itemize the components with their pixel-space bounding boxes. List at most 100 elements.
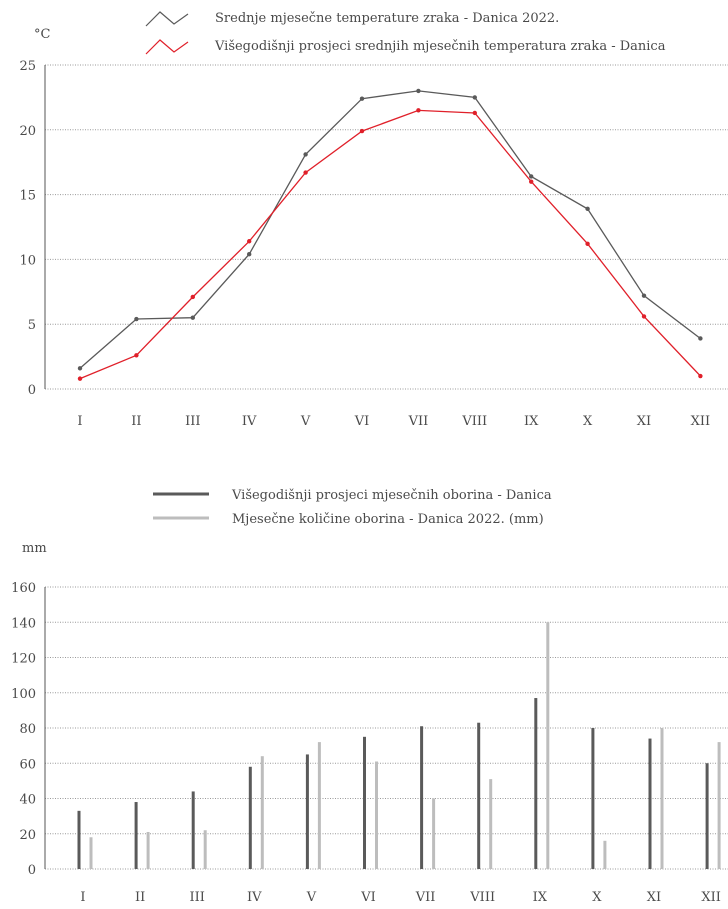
y-tick-label: 0 — [28, 383, 36, 398]
precipitation-unit-label: mm — [22, 541, 47, 556]
data-point — [247, 239, 252, 244]
x-tick-label: X — [592, 890, 602, 905]
temperature-chart: Srednje mjesečne temperature zraka - Dan… — [19, 11, 728, 429]
legend-item-dark-label: Višegodišnji prosjeci mjesečnih oborina … — [231, 488, 552, 503]
bar — [260, 756, 264, 869]
legend-gray-line-symbol — [145, 11, 189, 27]
y-tick-label: 15 — [19, 189, 36, 204]
data-point — [698, 373, 703, 379]
y-tick-label: 10 — [19, 253, 36, 268]
bar — [477, 722, 481, 869]
y-tick-label: 100 — [11, 687, 36, 702]
legend-item-gray-label: Srednje mjesečne temperature zraka - Dan… — [215, 11, 559, 26]
data-point — [359, 128, 365, 134]
y-tick-label: 140 — [11, 616, 36, 631]
temperature-unit-label: °C — [34, 27, 51, 42]
bar — [203, 830, 207, 869]
data-point — [641, 293, 647, 298]
x-tick-label: II — [135, 890, 145, 905]
data-point — [77, 376, 83, 381]
series-line-2 — [79, 109, 701, 380]
bar — [603, 840, 607, 869]
data-point — [472, 95, 477, 100]
x-tick-label: VIII — [469, 890, 495, 905]
x-tick-label: II — [131, 414, 141, 429]
data-point — [529, 174, 534, 179]
x-tick-label: XII — [701, 890, 721, 905]
data-point — [77, 366, 83, 371]
data-point — [641, 314, 647, 319]
x-tick-label: X — [583, 414, 593, 429]
y-tick-label: 40 — [19, 793, 36, 808]
y-tick-label: 20 — [19, 124, 36, 139]
bar — [648, 738, 652, 869]
x-tick-label: IV — [242, 414, 257, 429]
bar — [305, 754, 309, 869]
data-point — [585, 206, 590, 212]
data-point — [303, 170, 308, 175]
data-point — [416, 88, 421, 94]
x-tick-label: IX — [524, 414, 539, 429]
x-tick-label: I — [80, 890, 85, 905]
bar — [375, 761, 378, 869]
bar — [534, 698, 538, 869]
data-point — [416, 108, 421, 113]
x-tick-label: VII — [408, 414, 429, 429]
data-point — [585, 241, 590, 247]
precipitation-legend: Višegodišnji prosjeci mjesečnih oborina … — [153, 488, 552, 527]
y-tick-label: 0 — [28, 863, 36, 878]
bar — [317, 742, 321, 869]
x-tick-label: XI — [637, 414, 651, 429]
x-tick-label: VI — [354, 414, 370, 429]
x-tick-label: VI — [360, 890, 376, 905]
y-tick-label: 120 — [11, 652, 36, 667]
data-point — [190, 315, 195, 320]
bar — [420, 726, 424, 869]
data-point — [303, 152, 308, 157]
bar — [134, 802, 138, 869]
x-tick-label: III — [189, 890, 204, 905]
y-tick-label: 25 — [19, 59, 36, 74]
data-point — [134, 316, 139, 322]
bar — [591, 728, 595, 869]
x-tick-label: VII — [415, 890, 436, 905]
legend-item-red-label: Višegodišnji prosjeci srednjih mjesečnih… — [214, 39, 666, 54]
temperature-y-tick-labels: 0 5 10 15 20 25 — [19, 59, 36, 398]
x-tick-label: IV — [247, 890, 262, 905]
y-tick-label: 160 — [11, 581, 36, 596]
bar — [363, 736, 366, 869]
bar — [660, 728, 664, 869]
precipitation-bars — [77, 622, 721, 869]
y-tick-label: 60 — [19, 757, 36, 772]
bar — [489, 779, 493, 869]
x-tick-label: IX — [533, 890, 548, 905]
bar — [89, 837, 93, 869]
x-tick-label: XII — [691, 414, 711, 429]
temperature-x-tick-labels: I II III IV V VI VII VIII IX X XI XII — [77, 414, 710, 429]
temperature-gridlines — [44, 64, 728, 390]
data-point — [698, 336, 703, 341]
temperature-legend: Srednje mjesečne temperature zraka - Dan… — [145, 11, 666, 55]
bar — [546, 622, 550, 869]
bar — [432, 798, 436, 869]
bar — [146, 831, 150, 869]
data-point — [134, 353, 139, 358]
data-point — [247, 252, 252, 257]
data-point — [190, 294, 195, 300]
bar — [248, 766, 252, 869]
y-tick-label: 5 — [28, 318, 36, 333]
data-point — [359, 96, 365, 101]
precipitation-chart: Višegodišnji prosjeci mjesečnih oborina … — [11, 488, 728, 905]
precipitation-x-tick-labels: I II III IV V VI VII VIII IX X XI XII — [80, 890, 720, 905]
data-point — [529, 179, 534, 184]
x-tick-label: XI — [647, 890, 661, 905]
bar — [705, 763, 709, 869]
x-tick-label: III — [185, 414, 200, 429]
bar — [77, 810, 81, 869]
data-point — [472, 110, 477, 116]
bar — [717, 742, 721, 869]
precipitation-y-tick-labels: 0 20 40 60 80 100 120 140 160 — [11, 581, 36, 878]
legend-red-line-symbol — [145, 39, 189, 55]
y-tick-label: 80 — [19, 722, 36, 737]
bar — [191, 791, 195, 869]
